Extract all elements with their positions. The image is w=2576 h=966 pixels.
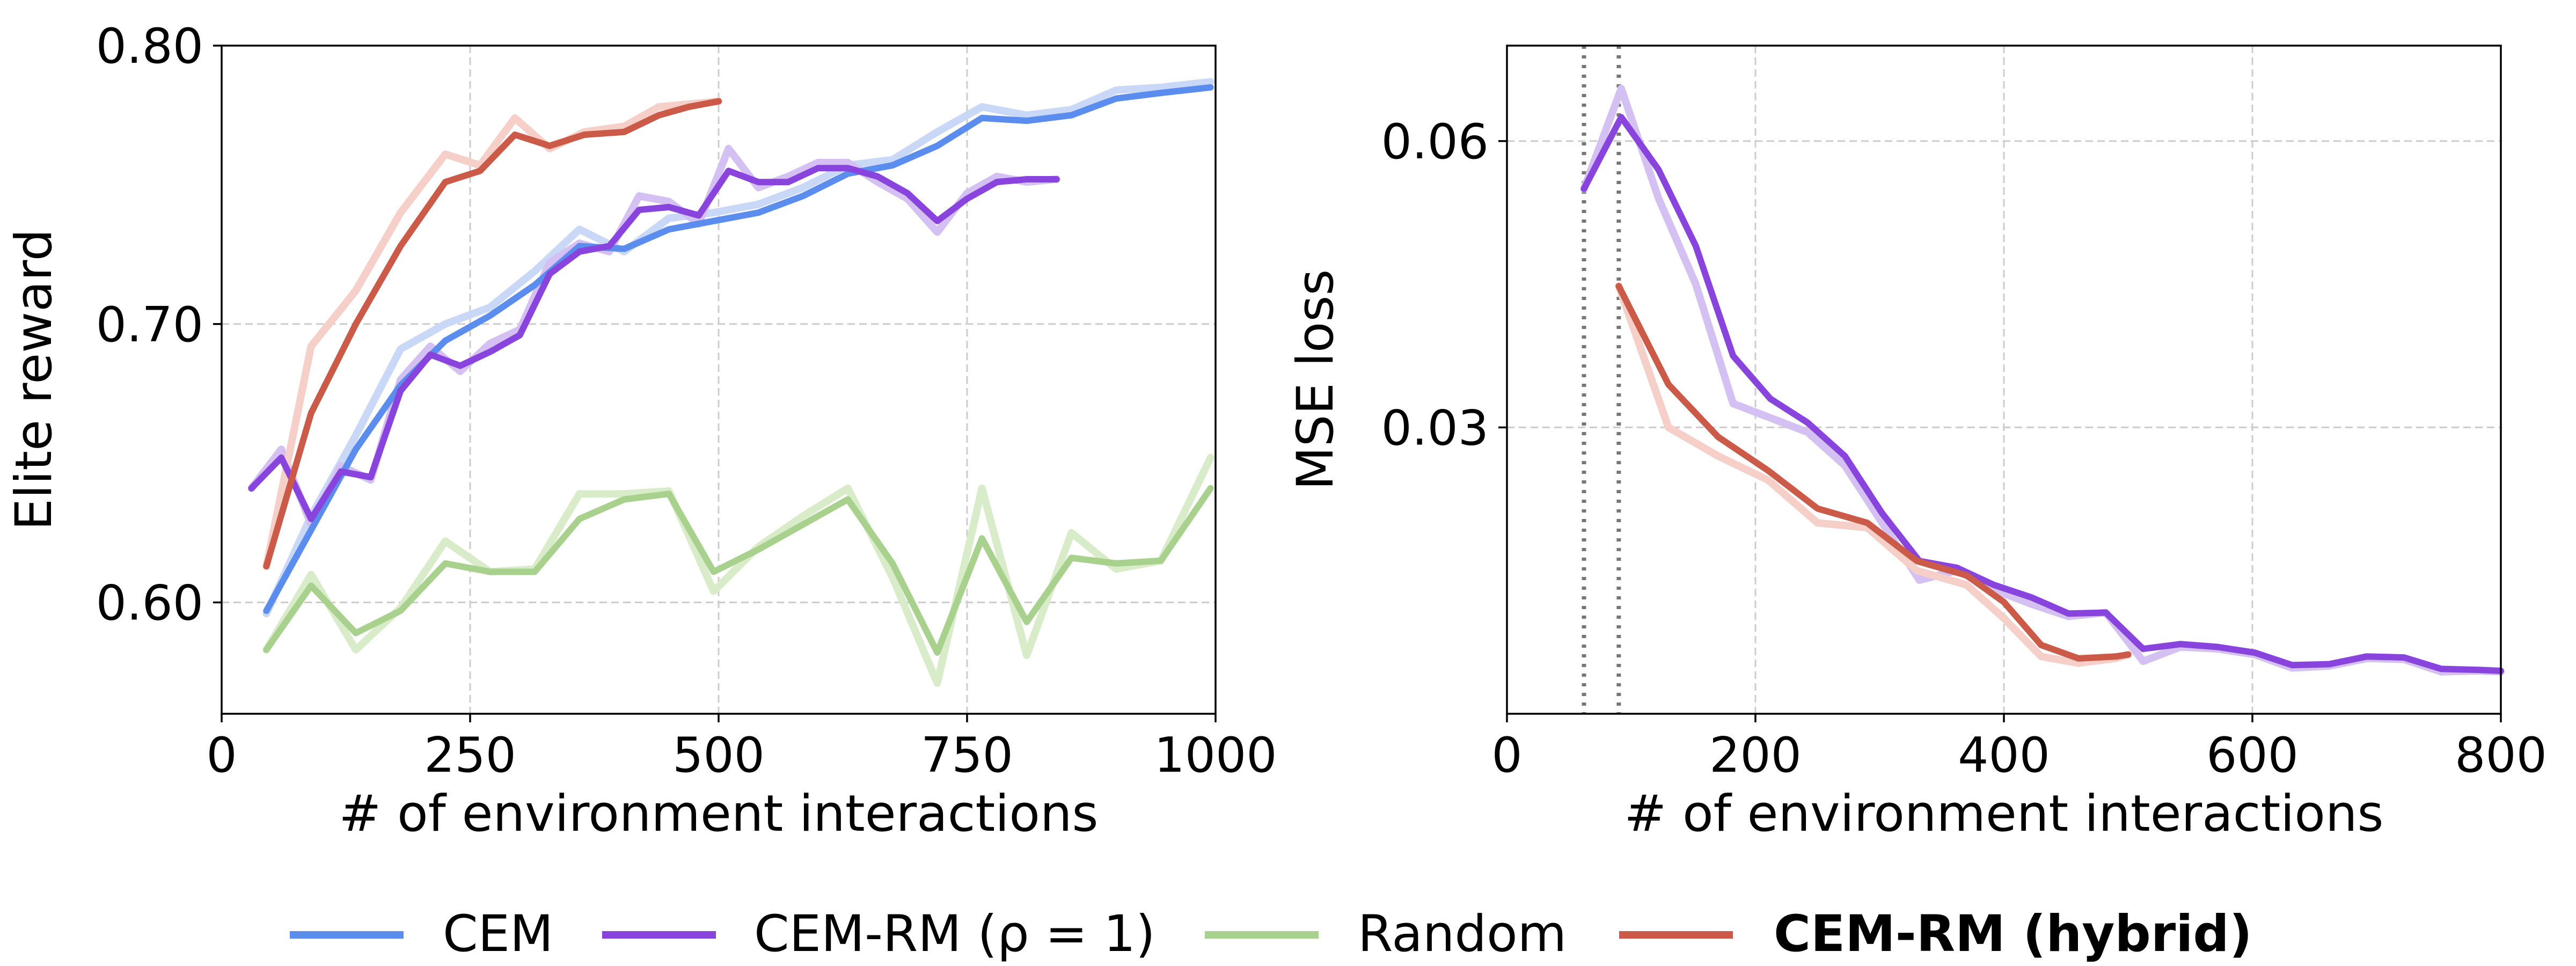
series-raw-cem bbox=[262, 78, 1214, 618]
series-line-cem-rm-hybrid bbox=[263, 98, 722, 570]
x-tick-label: 250 bbox=[424, 727, 516, 784]
y-tick-label: 0.80 bbox=[96, 18, 203, 75]
y-tick-label: 0.70 bbox=[96, 297, 203, 353]
y-tick-label: 0.06 bbox=[1381, 114, 1489, 170]
x-tick-label: 0 bbox=[1491, 727, 1522, 784]
x-axis-label: # of environment interactions bbox=[1624, 785, 2383, 843]
series-line-cem-rm-rho-1 bbox=[248, 165, 1060, 522]
left-chart-panel: 0 250 500 750 1000 0.60 0.70 0.80 # of environme… bbox=[5, 18, 1277, 843]
series-line-cem-rm-rho-1 bbox=[1580, 114, 2504, 674]
series-raw-cem-rm-hybrid bbox=[262, 97, 722, 570]
x-tick-label: 750 bbox=[921, 727, 1013, 784]
x-axis-label: # of environment interactions bbox=[339, 785, 1098, 843]
right-chart-panel: 0 200 400 600 800 0.03 0.06 # of environment in… bbox=[1286, 45, 2547, 843]
y-tick-label: 0.03 bbox=[1381, 400, 1489, 456]
legend-label-cem-rm-rho1: CEM-RM (ρ = 1) bbox=[754, 905, 1155, 963]
legend-label-cem-rm-hybrid: CEM-RM (hybrid) bbox=[1774, 905, 2252, 963]
x-tick-label: 200 bbox=[1709, 727, 1802, 784]
series-raw-cem-rm-hybrid bbox=[1615, 282, 2132, 667]
x-tick-label: 400 bbox=[1958, 727, 2050, 784]
legend: CEM CEM-RM (ρ = 1) Random CEM-RM (hybrid… bbox=[290, 905, 2252, 963]
y-axis-label: MSE loss bbox=[1286, 269, 1345, 491]
y-tick-label: 0.60 bbox=[96, 575, 203, 632]
x-tick-label: 800 bbox=[2455, 727, 2547, 784]
x-tick-label: 500 bbox=[672, 727, 765, 784]
legend-label-random: Random bbox=[1358, 905, 1567, 963]
legend-label-cem: CEM bbox=[443, 905, 553, 963]
y-axis-label: Elite reward bbox=[5, 229, 63, 531]
x-tick-label: 1000 bbox=[1154, 727, 1277, 784]
x-tick-label: 0 bbox=[206, 727, 237, 784]
series-line-cem-rm-hybrid bbox=[1615, 283, 2132, 662]
x-tick-label: 600 bbox=[2206, 727, 2299, 784]
series-line-random bbox=[263, 485, 1214, 656]
